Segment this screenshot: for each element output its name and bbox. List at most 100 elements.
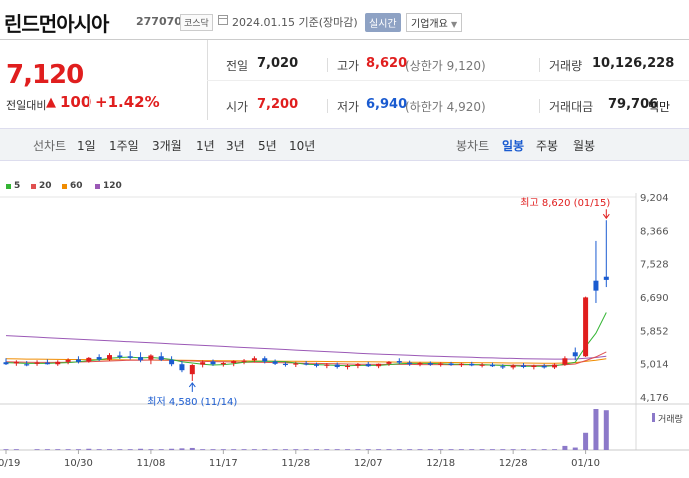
- volume-bar: [55, 449, 61, 450]
- current-price: 7,120: [6, 60, 84, 90]
- quote-sep: [327, 99, 328, 113]
- candle-body: [334, 364, 340, 368]
- high-label: 고가: [337, 59, 360, 73]
- line-chart-caption: 선차트: [33, 139, 67, 153]
- low-arrow-icon: [188, 382, 196, 388]
- candle-body: [272, 361, 278, 364]
- candle-body: [127, 356, 133, 358]
- quote-sep: [327, 58, 328, 72]
- tab-weekly[interactable]: 주봉: [536, 139, 559, 153]
- x-tick-label: 12/18: [426, 458, 455, 469]
- candle-body: [500, 366, 506, 368]
- x-tick-label: 01/10: [571, 458, 600, 469]
- volume-bar: [510, 449, 516, 450]
- market-badge: 코스닥: [180, 14, 213, 31]
- volume-bar: [407, 449, 413, 450]
- legend-swatch-60: [62, 184, 67, 189]
- volume-bar: [117, 449, 123, 450]
- candle-body: [531, 365, 537, 368]
- volume-bar: [334, 449, 340, 450]
- volume-bar: [272, 449, 278, 450]
- candle-body: [241, 360, 247, 362]
- candle-body: [489, 364, 495, 367]
- volume-label: 거래량: [658, 413, 683, 425]
- ma120-line: [5, 335, 607, 360]
- candle-body: [158, 356, 164, 360]
- volume-bar: [417, 449, 423, 450]
- volume-bar: [489, 449, 495, 450]
- legend-swatch-5: [6, 184, 11, 189]
- volume-bar: [231, 449, 237, 450]
- tab-1d[interactable]: 1일: [77, 139, 96, 153]
- tab-daily[interactable]: 일봉: [502, 139, 525, 153]
- candle-body: [448, 363, 454, 366]
- candle-body: [345, 365, 351, 368]
- candle-body: [479, 364, 485, 366]
- prev-close-label: 전일: [226, 59, 249, 73]
- x-tick-label: 10/19: [0, 458, 20, 469]
- high-arrow-icon: [602, 213, 610, 220]
- change-value: 100: [60, 93, 92, 111]
- candle-body: [386, 361, 392, 364]
- volume-bar: [179, 448, 185, 450]
- x-tick-label: 11/28: [281, 458, 310, 469]
- volume-bar: [189, 447, 195, 450]
- legend-swatch-20: [31, 184, 36, 189]
- candle-body: [200, 362, 206, 365]
- candle-body: [231, 361, 237, 364]
- candle-body: [210, 361, 216, 365]
- volume-bar: [593, 409, 599, 450]
- tab-5y[interactable]: 5년: [258, 139, 277, 153]
- candle-body: [593, 280, 599, 291]
- prev-close-value: 7,020: [257, 56, 299, 71]
- open-label: 시가: [226, 100, 249, 114]
- up-arrow-icon: ▲: [46, 95, 56, 110]
- volume-bar: [603, 410, 609, 450]
- chart-tab-bar: 선차트 1일 1주일 3개월 1년 3년 5년 10년 봉차트 일봉 주봉 월봉: [0, 128, 689, 161]
- calendar-icon: [218, 15, 228, 25]
- y-tick-label: 7,528: [640, 260, 669, 271]
- candle-body: [355, 364, 361, 366]
- legend-ma5: 5: [14, 181, 21, 191]
- tab-1w[interactable]: 1주일: [109, 139, 139, 153]
- volume-bar: [521, 449, 526, 450]
- candle-body: [562, 358, 568, 365]
- x-tick-label: 11/08: [136, 458, 165, 469]
- high-value: 8,620: [366, 56, 408, 71]
- candle-body: [251, 358, 257, 361]
- tab-3y[interactable]: 3년: [226, 139, 245, 153]
- volume-bar: [251, 449, 257, 450]
- volume-bar: [138, 448, 144, 450]
- y-tick-label: 4,176: [640, 393, 669, 404]
- upper-limit: (상한가 9,120): [405, 59, 486, 73]
- candle-chart-caption: 봉차트: [456, 139, 490, 153]
- x-tick-label: 12/28: [499, 458, 528, 469]
- candle-body: [24, 364, 30, 366]
- realtime-button[interactable]: 실시간: [365, 13, 401, 32]
- candle-body: [262, 358, 268, 362]
- tab-monthly[interactable]: 월봉: [573, 139, 596, 153]
- volume-bar: [345, 449, 351, 450]
- low-annotation: 최저 4,580 (11/14): [147, 396, 237, 408]
- quote-row-divider: [207, 80, 689, 81]
- volume-bar: [583, 432, 589, 450]
- corp-info-dropdown[interactable]: 기업개요 ▼: [406, 13, 463, 32]
- tab-3m[interactable]: 3개월: [152, 139, 182, 153]
- legend-ma60: 60: [70, 181, 83, 191]
- legend-swatch-120: [95, 184, 100, 189]
- stock-name[interactable]: 린드먼아시아: [4, 12, 109, 36]
- candle-body: [365, 364, 371, 367]
- volume-bar: [169, 448, 175, 450]
- candle-body: [282, 363, 288, 366]
- x-tick-label: 12/07: [354, 458, 383, 469]
- volume-bar: [3, 449, 9, 450]
- y-tick-label: 9,204: [640, 193, 669, 204]
- legend-ma120: 120: [103, 181, 122, 191]
- tab-10y[interactable]: 10년: [289, 139, 316, 153]
- volume-bar: [148, 449, 154, 450]
- tab-1y[interactable]: 1년: [196, 139, 215, 153]
- candle-body: [324, 364, 330, 366]
- chevron-down-icon: ▼: [451, 20, 458, 29]
- volume-bar: [282, 449, 288, 450]
